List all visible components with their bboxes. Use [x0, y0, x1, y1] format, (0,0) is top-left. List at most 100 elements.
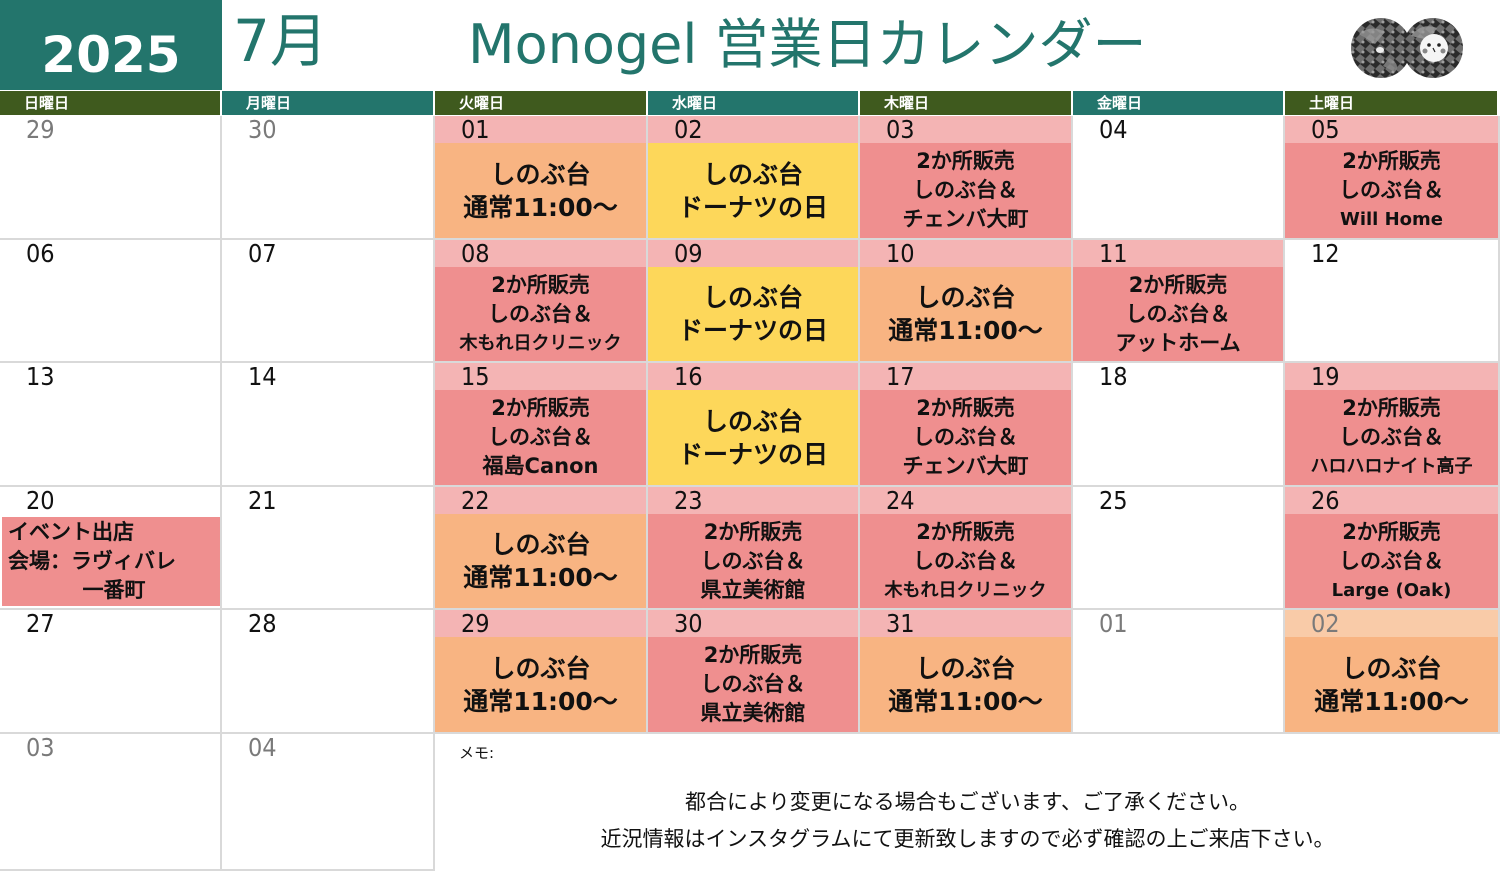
day-number: 04: [248, 733, 277, 762]
day-number: 15: [435, 363, 646, 391]
calendar-grid: 29 30 01 しのぶ台 通常11:00～ 02 しのぶ台 ドーナツの日 03 2か所販売 しのぶ…: [0, 116, 1500, 871]
day-number: 28: [248, 609, 277, 638]
calendar-day-cell: 15 2か所販売 しのぶ台＆ 福島Canon: [435, 363, 648, 487]
event-line: しのぶ台＆: [1125, 301, 1231, 326]
day-of-week-header: 日曜日 月曜日 火曜日 水曜日 木曜日 金曜日 土曜日: [0, 91, 1500, 115]
calendar-day-cell: 11 2か所販売 しのぶ台＆ アットホーム: [1073, 240, 1285, 363]
calendar-day-cell: 04: [222, 734, 435, 871]
event-line: 2か所販売: [1342, 396, 1441, 420]
event-line: 福島Canon: [482, 454, 599, 478]
event-line: 通常11:00～: [463, 563, 618, 592]
day-number: 29: [26, 115, 55, 144]
day-number: 12: [1311, 239, 1340, 268]
year-label: 2025: [41, 26, 181, 84]
calendar-day-cell: 02 しのぶ台 通常11:00～: [1285, 610, 1500, 734]
day-number: 01: [435, 116, 646, 144]
day-number: 26: [1285, 487, 1498, 515]
event-block: 2か所販売 しのぶ台＆ 福島Canon: [435, 390, 646, 485]
day-number: 30: [248, 115, 277, 144]
event-line: ドーナツの日: [677, 192, 828, 222]
calendar-day-cell: 27: [0, 610, 222, 734]
event-block: 2か所販売 しのぶ台＆ 県立美術館: [648, 514, 858, 608]
event-block: しのぶ台 通常11:00～: [435, 143, 646, 238]
event-block: 2か所販売 しのぶ台＆ 県立美術館: [648, 637, 858, 732]
day-number: 04: [1099, 115, 1128, 144]
event-line: Large (Oak): [1331, 579, 1452, 601]
event-block: しのぶ台通常11:00～: [860, 267, 1071, 361]
event-line: ハロハロナイト高子: [1310, 456, 1473, 477]
dow-thursday: 木曜日: [860, 91, 1071, 115]
day-number: 23: [648, 487, 858, 515]
day-number: 13: [26, 362, 55, 391]
calendar-day-cell: 20 イベント出店 会場：ラヴィバレ 一番町: [0, 487, 222, 610]
memo-line: 都合により変更になる場合もございます、ご了承ください。: [685, 790, 1250, 814]
calendar-day-cell: 19 2か所販売しのぶ台＆ ハロハロナイト高子: [1285, 363, 1500, 487]
event-block: 2か所販売 しのぶ台＆ アットホーム: [1073, 267, 1283, 361]
event-line: しのぶ台＆: [488, 425, 593, 449]
calendar-day-cell: 02 しのぶ台 ドーナツの日: [648, 116, 860, 240]
calendar-day-cell: 05 2か所販売 しのぶ台＆ Will Home: [1285, 116, 1500, 240]
event-line: 2か所販売: [1128, 272, 1228, 297]
event-line: しのぶ台: [702, 406, 803, 436]
event-block: しのぶ台 通常11:00～: [435, 637, 646, 732]
calendar-day-cell: 22 しのぶ台 通常11:00～: [435, 487, 648, 610]
day-number: 16: [648, 363, 858, 391]
calendar-day-cell: 28: [222, 610, 435, 734]
calendar-day-cell: 23 2か所販売 しのぶ台＆ 県立美術館: [648, 487, 860, 610]
calendar-day-cell: 13: [0, 363, 222, 487]
day-number: 09: [648, 240, 858, 268]
event-line: しのぶ台＆: [488, 301, 593, 326]
calendar-day-cell: 29 しのぶ台 通常11:00～: [435, 610, 648, 734]
day-number: 06: [26, 239, 55, 268]
event-block: しのぶ台 通常11:00～: [860, 637, 1071, 732]
event-line: 通常11:00～: [888, 316, 1043, 345]
event-line: しのぶ台＆: [700, 672, 806, 696]
memo-text: 都合により変更になる場合もございます、ご了承ください。 近況情報はインスタグラムに…: [435, 784, 1500, 858]
event-line: Will Home: [1339, 209, 1444, 230]
event-line: ドーナツの日: [677, 316, 828, 345]
day-number: 29: [435, 610, 646, 638]
memo-label: メモ:: [459, 744, 495, 762]
event-block: イベント出店 会場：ラヴィバレ 一番町: [2, 517, 220, 606]
day-number: 19: [1285, 363, 1498, 391]
event-line: しのぶ台＆: [700, 548, 806, 573]
event-line: 2か所販売: [491, 272, 590, 297]
calendar-day-cell: 17 2か所販売 しのぶ台＆ チェンバ大町: [860, 363, 1073, 487]
event-line: しのぶ台＆: [913, 548, 1018, 573]
event-line: しのぶ台: [490, 159, 591, 189]
calendar-day-cell: 30: [222, 116, 435, 240]
event-block: しのぶ台ドーナツの日: [648, 267, 858, 361]
event-block: しのぶ台 ドーナツの日: [648, 390, 858, 485]
calendar-day-cell: 18: [1073, 363, 1285, 487]
event-line: しのぶ台＆: [913, 425, 1018, 449]
event-line: しのぶ台＆: [1339, 548, 1444, 573]
day-number: 03: [26, 733, 55, 762]
day-number: 08: [435, 240, 646, 268]
event-line: 2か所販売: [703, 519, 803, 544]
event-line: 2か所販売: [916, 396, 1015, 420]
day-number: 14: [248, 362, 277, 391]
calendar-day-cell: 03 2か所販売 しのぶ台＆ チェンバ大町: [860, 116, 1073, 240]
day-number: 02: [1285, 610, 1498, 638]
event-line: しのぶ台: [915, 283, 1016, 312]
dow-friday: 金曜日: [1073, 91, 1283, 115]
event-line: 2か所販売: [1342, 519, 1441, 544]
calendar-day-cell: 24 2か所販売 しのぶ台＆ 木もれ日クリニック: [860, 487, 1073, 610]
calendar-day-cell: 07: [222, 240, 435, 363]
event-line: しのぶ台: [1341, 653, 1442, 683]
calendar-day-cell: 06: [0, 240, 222, 363]
day-number: 20: [26, 486, 55, 515]
day-number: 05: [1285, 116, 1498, 144]
day-number: 11: [1073, 240, 1283, 268]
event-line: しのぶ台＆: [1339, 425, 1444, 449]
dow-wednesday: 水曜日: [648, 91, 858, 115]
event-line: 木もれ日クリニック: [884, 579, 1047, 601]
calendar-day-cell: 29: [0, 116, 222, 240]
event-line: しのぶ台: [702, 283, 803, 312]
event-line: しのぶ台＆: [913, 178, 1018, 202]
day-number: 02: [648, 116, 858, 144]
calendar-day-cell: 08 2か所販売 しのぶ台＆ 木もれ日クリニック: [435, 240, 648, 363]
event-line: しのぶ台: [915, 653, 1016, 683]
calendar-day-cell: 12: [1285, 240, 1500, 363]
event-block: 2か所販売 しのぶ台＆ チェンバ大町: [860, 390, 1071, 485]
